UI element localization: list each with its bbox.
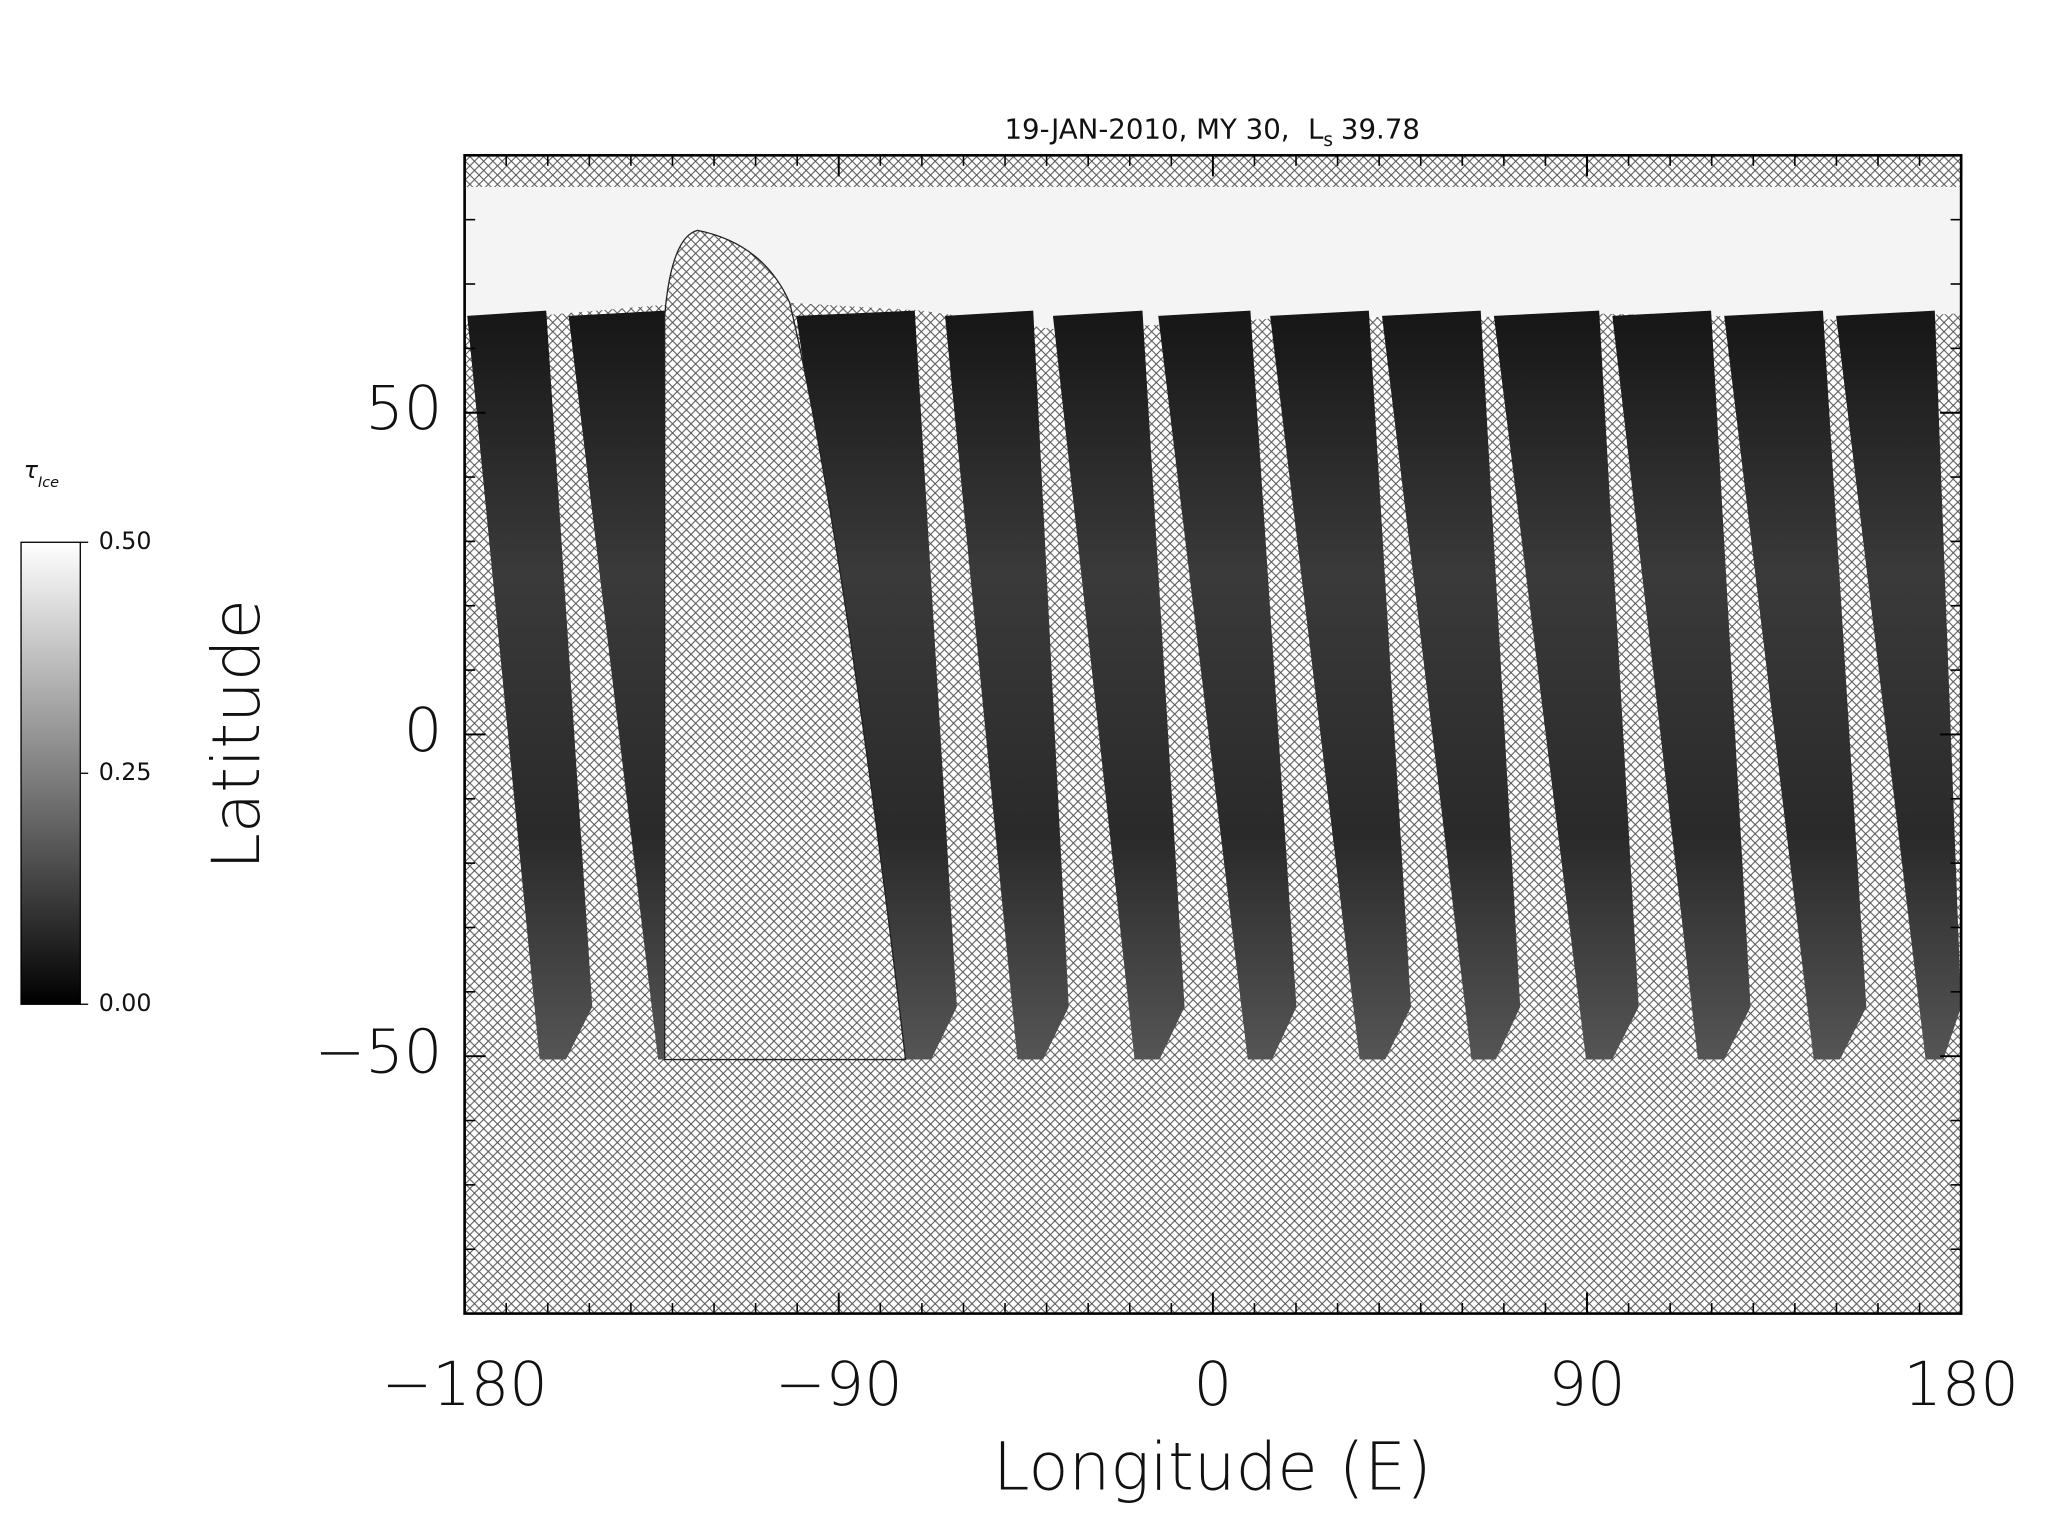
- swath: [1052, 310, 1185, 1060]
- colorbar-tick-label: 0.00: [99, 989, 152, 1017]
- title-symbol: L: [1308, 112, 1324, 145]
- polar-band: [464, 186, 1962, 330]
- y-axis-label: Latitude: [198, 599, 275, 870]
- colorbar-tick-label: 0.25: [99, 758, 152, 786]
- colorbar: [20, 541, 81, 1005]
- solar-longitude: 39.78: [1341, 112, 1420, 145]
- no-data-hump: [664, 229, 907, 1061]
- x-axis-label: Longitude (E): [993, 1429, 1432, 1506]
- colorbar-symbol: τ: [24, 456, 39, 484]
- swath: [1724, 310, 1867, 1060]
- swath: [467, 310, 593, 1060]
- x-tick-label: 0: [1194, 1350, 1233, 1420]
- swath: [1270, 310, 1411, 1060]
- colorbar-tick-label: 0.50: [99, 527, 152, 555]
- colorbar-label: τIce: [24, 456, 59, 491]
- colorbar-subscript: Ice: [38, 475, 59, 491]
- swath: [1158, 310, 1297, 1060]
- plot-group: 19-JAN-2010, MY 30, Ls 39.78 Longitude (E)…: [20, 112, 2019, 1506]
- y-tick-label: 50: [365, 374, 442, 444]
- x-tick-label: −180: [381, 1350, 547, 1420]
- map-image: [464, 155, 1962, 1314]
- y-tick-label: −50: [314, 1018, 442, 1088]
- x-tick-label: −90: [775, 1350, 903, 1420]
- swath: [1493, 310, 1639, 1060]
- swath: [945, 310, 1069, 1060]
- x-tick-label: 180: [1903, 1350, 2019, 1420]
- swath: [1836, 310, 1962, 1060]
- x-tick-label: 90: [1548, 1350, 1625, 1420]
- title-text: 19-JAN-2010, MY 30,: [1004, 112, 1289, 145]
- swath: [1382, 310, 1521, 1060]
- title-subscript: s: [1323, 130, 1333, 151]
- swath: [1612, 310, 1751, 1060]
- chart-title: 19-JAN-2010, MY 30, Ls 39.78: [1004, 112, 1420, 151]
- y-tick-label: 0: [404, 696, 443, 766]
- swath: [796, 310, 957, 1060]
